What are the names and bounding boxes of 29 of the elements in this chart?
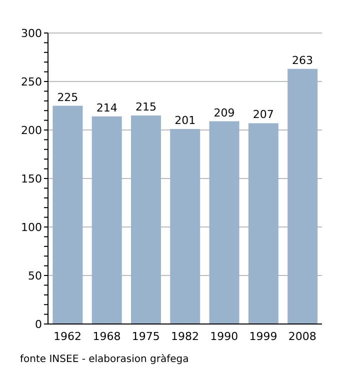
data-label: 214 [96,101,118,114]
y-tick-label: 250 [21,75,42,88]
data-label: 201 [174,114,196,128]
x-tick-label: 1962 [54,330,82,343]
bar [170,129,200,324]
y-tick-label: 200 [21,124,42,137]
x-tick-label: 2008 [288,330,316,343]
x-tick-label: 1990 [210,330,238,343]
bar [248,123,278,324]
source-note: fonte INSEE - elaborasion gràfega [20,354,189,365]
x-tick-label: 1999 [249,330,278,343]
x-tick-label: 1975 [132,330,160,343]
data-label: 263 [292,54,314,67]
y-tick-label: 100 [21,220,42,234]
y-tick-label: 0 [35,318,42,331]
data-label: 225 [57,90,78,104]
y-tick-label: 300 [21,26,42,40]
data-label: 209 [214,106,235,120]
x-tick-label: 1982 [171,330,199,343]
data-label: 215 [135,100,156,114]
bar [130,115,161,324]
y-tick-label: 150 [21,172,42,186]
data-label: 207 [252,108,274,122]
bar [288,68,318,324]
bar [52,106,83,324]
bar [92,116,122,324]
bar [209,121,240,324]
y-tick-label: 50 [28,269,42,282]
x-tick-label: 1968 [92,330,121,343]
